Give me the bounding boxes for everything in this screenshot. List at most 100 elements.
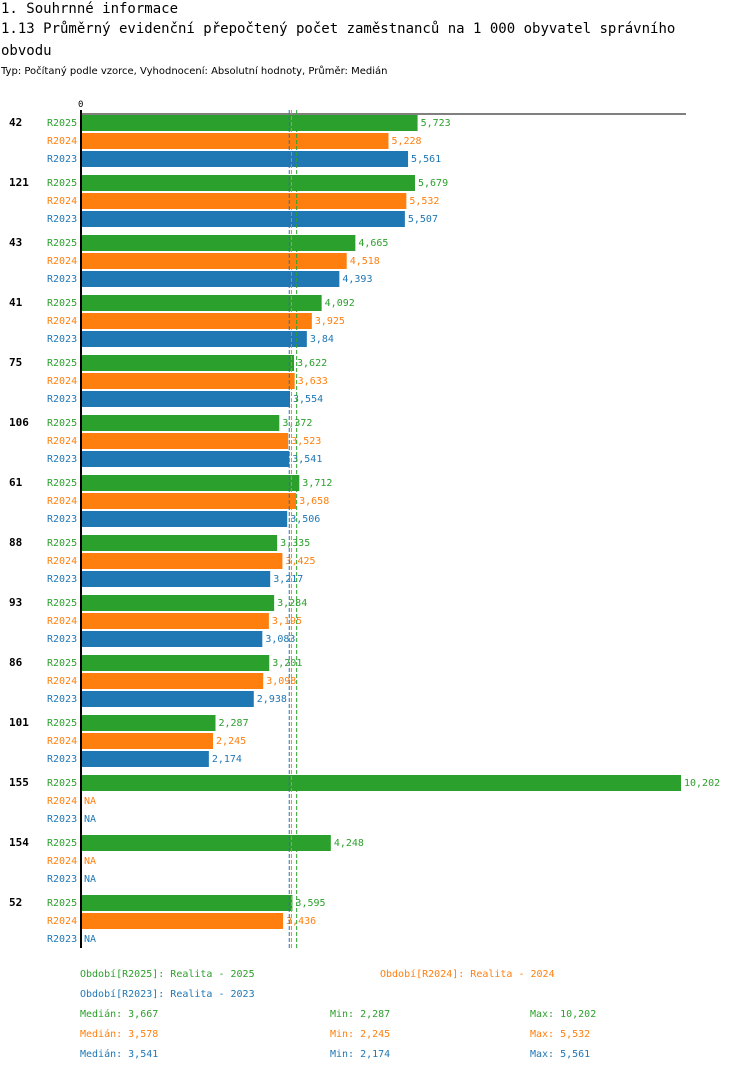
bar-value-label: 3,335 [280,538,310,549]
chart-title-line1: 1.13 Průměrný evidenční přepočtený počet… [1,21,676,37]
bar-value-label: 3,372 [282,418,312,429]
bar-value-label: 3,083 [265,634,295,645]
series-row-label: R2023 [47,514,77,525]
bar-value-label: 3,523 [291,436,321,447]
bar [81,295,322,311]
bar-value-label: 3,195 [272,616,302,627]
series-row-label: R2025 [47,538,77,549]
series-row-label: R2025 [47,598,77,609]
bar [81,475,300,491]
bar [81,313,312,329]
bar [81,913,284,929]
bar [81,835,331,851]
bar [81,151,409,167]
na-label: NA [84,796,96,807]
bar-value-label: 3,284 [277,598,307,609]
bar-chart: 0 42 R2025 5,723 R2024 5,228 R2023 5,561 121 R202… [9,100,720,948]
bar [81,535,278,551]
bar-value-label: 2,938 [257,694,287,705]
bar-value-label: 3,541 [292,454,322,465]
category-label: 121 [9,176,29,189]
series-row-label: R2025 [47,118,77,129]
na-label: NA [84,856,96,867]
bar-value-label: 3,595 [295,898,325,909]
bar-value-label: 3,201 [272,658,302,669]
category-label: 101 [9,716,29,729]
bar-value-label: 3,712 [302,478,332,489]
bar [81,493,297,509]
bar-value-label: 5,561 [411,154,441,165]
na-label: NA [84,814,96,825]
bar [81,271,340,287]
series-row-label: R2023 [47,394,77,405]
bar [81,751,209,767]
series-row-label: R2024 [47,736,77,747]
median-2023: Medián: 3,541 [80,1049,159,1060]
bar [81,175,415,191]
na-label: NA [84,934,96,945]
series-row-label: R2024 [47,556,77,567]
bar [81,193,407,209]
bar-value-label: 3,84 [310,334,334,345]
bar [81,511,288,527]
bar [81,115,418,131]
bar [81,451,290,467]
legend-period-2025: Období[R2025]: Realita - 2025 [80,969,255,980]
series-row-label: R2025 [47,658,77,669]
max-2025: Max: 10,202 [530,1009,597,1020]
series-row-label: R2023 [47,814,77,825]
bar [81,733,214,749]
series-row-label: R2023 [47,334,77,345]
bar-value-label: 3,633 [298,376,328,387]
series-row-label: R2024 [47,196,77,207]
series-row-label: R2024 [47,676,77,687]
bar-value-label: 10,202 [684,778,720,789]
series-row-label: R2023 [47,454,77,465]
min-2025: Min: 2,287 [330,1009,391,1020]
min-2024: Min: 2,245 [330,1029,391,1040]
series-row-label: R2024 [47,136,77,147]
min-2023: Min: 2,174 [330,1049,391,1060]
bar [81,655,270,671]
bar-value-label: 4,092 [325,298,355,309]
category-label: 52 [9,896,22,909]
series-row-label: R2023 [47,574,77,585]
series-row-label: R2025 [47,778,77,789]
bar [81,211,405,227]
bar-value-label: 3,098 [266,676,296,687]
bar-value-label: 4,518 [350,256,380,267]
series-row-label: R2023 [47,874,77,885]
max-2024: Max: 5,532 [530,1029,591,1040]
bar [81,571,271,587]
bar-value-label: 5,532 [409,196,439,207]
series-row-label: R2023 [47,754,77,765]
bar-value-label: 3,658 [299,496,329,507]
series-row-label: R2024 [47,616,77,627]
bar-value-label: 2,245 [216,736,246,747]
median-2024: Medián: 3,578 [80,1029,159,1040]
category-label: 154 [9,836,29,849]
bar-value-label: 4,393 [342,274,372,285]
series-row-label: R2025 [47,838,77,849]
chart-meta: Typ: Počítaný podle vzorce, Vyhodnocení:… [1,66,388,77]
category-label: 61 [9,476,23,489]
category-label: 41 [9,296,23,309]
bar [81,253,347,269]
bar [81,373,295,389]
bar-value-label: 5,228 [391,136,421,147]
bar-value-label: 3,425 [285,556,315,567]
bar-value-label: 5,507 [408,214,438,225]
bar-value-label: 2,174 [212,754,242,765]
legend-period-2023: Období[R2023]: Realita - 2023 [80,989,255,1000]
series-row-label: R2024 [47,796,77,807]
category-label: 93 [9,596,22,609]
bar-value-label: 4,248 [334,838,364,849]
bar [81,673,264,689]
bar-value-label: 3,925 [315,316,345,327]
bar [81,415,280,431]
bar [81,613,269,629]
bar [81,691,254,707]
series-row-label: R2024 [47,376,77,387]
series-row-label: R2023 [47,934,77,945]
bar [81,553,283,569]
